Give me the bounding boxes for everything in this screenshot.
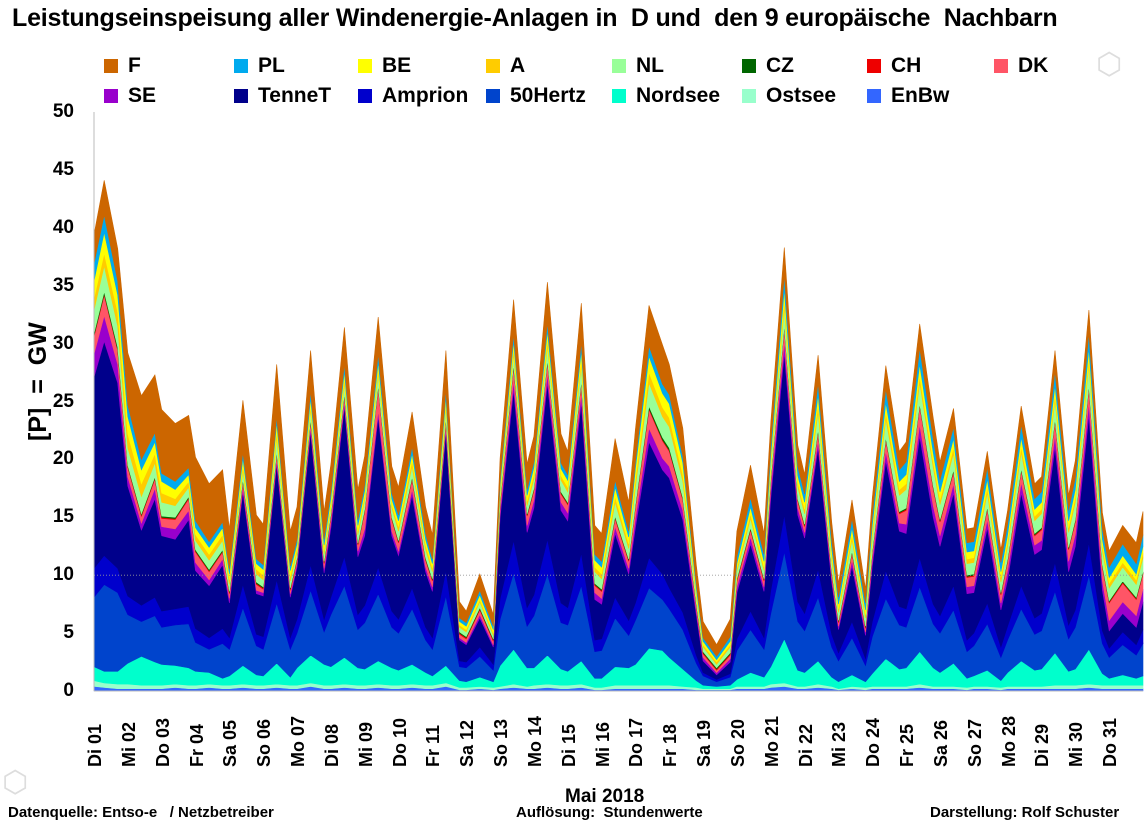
x-tick-label: Di 22 xyxy=(795,723,816,767)
legend-swatch xyxy=(104,59,118,73)
x-tick-label: Do 17 xyxy=(626,717,647,767)
legend-label: NL xyxy=(636,54,664,77)
x-tick-label: Do 03 xyxy=(152,717,173,767)
legend-item: NL xyxy=(612,54,664,77)
y-tick-label: 50 xyxy=(52,101,74,122)
legend-item: BE xyxy=(358,54,412,77)
legend-swatch xyxy=(994,59,1008,73)
legend-item: A xyxy=(486,54,526,77)
legend-label: A xyxy=(510,54,526,77)
x-tick-label: Sa 26 xyxy=(930,719,951,767)
legend-label: Amprion xyxy=(382,84,469,107)
x-tick-label: Fr 04 xyxy=(186,723,207,767)
legend-item: Ostsee xyxy=(742,84,837,107)
legend-label: Nordsee xyxy=(636,84,721,107)
y-tick-label: 30 xyxy=(52,332,74,354)
x-tick-label: So 13 xyxy=(491,718,512,767)
x-tick-label: So 06 xyxy=(254,718,275,767)
legend-swatch xyxy=(234,59,248,73)
footer-resolution: Auflösung: Stundenwerte xyxy=(516,804,703,821)
hexagon-icon: ⬡ xyxy=(2,766,29,799)
legend-label: CZ xyxy=(766,54,794,77)
legend-swatch xyxy=(867,89,881,103)
legend-item: F xyxy=(104,54,141,77)
legend-label: EnBw xyxy=(891,84,950,107)
x-tick-label: Sa 05 xyxy=(220,719,241,767)
x-tick-label: Mo 21 xyxy=(761,715,782,767)
legend-label: 50Hertz xyxy=(510,84,586,107)
legend-item: SE xyxy=(104,84,157,107)
legend-item: 50Hertz xyxy=(486,84,586,107)
legend-label: PL xyxy=(258,54,285,77)
series-area xyxy=(93,180,1144,657)
legend-item: CZ xyxy=(742,54,794,77)
x-tick-label: Sa 19 xyxy=(694,719,715,767)
legend-swatch xyxy=(612,59,626,73)
x-tick-label: Mi 30 xyxy=(1066,721,1087,767)
y-tick-label: 0 xyxy=(63,680,74,701)
y-tick-label: 25 xyxy=(52,390,74,412)
legend-label: BE xyxy=(382,54,412,77)
y-tick-label: 5 xyxy=(63,622,74,644)
x-tick-label: Fr 11 xyxy=(423,724,444,767)
legend-label: TenneT xyxy=(258,84,332,107)
legend-swatch xyxy=(742,89,756,103)
hexagon-icon: ⬡ xyxy=(1096,48,1123,81)
x-tick-label: Mi 09 xyxy=(355,721,376,767)
legend-item: EnBw xyxy=(867,84,950,107)
x-tick-label: Mi 02 xyxy=(118,721,139,767)
legend-item: Amprion xyxy=(358,84,469,107)
legend-swatch xyxy=(234,89,248,103)
y-tick-label: 20 xyxy=(52,448,74,470)
y-tick-label: 35 xyxy=(52,274,74,296)
x-tick-label: Sa 12 xyxy=(457,719,478,767)
footer-credit: Darstellung: Rolf Schuster xyxy=(930,804,1120,821)
x-tick-label: Do 10 xyxy=(389,717,410,767)
x-tick-label: Di 29 xyxy=(1032,723,1053,767)
legend-label: DK xyxy=(1018,54,1049,77)
y-tick-label: 10 xyxy=(52,564,74,586)
x-tick-label: Do 31 xyxy=(1100,717,1121,767)
legend-label: CH xyxy=(891,54,922,77)
x-tick-label: So 27 xyxy=(964,718,985,767)
chart-title: Leistungseinspeisung aller Windenergie-A… xyxy=(12,4,1058,32)
y-tick-label: 45 xyxy=(52,158,74,180)
y-tick-label: 15 xyxy=(52,506,74,528)
x-tick-label: Di 15 xyxy=(558,723,579,767)
y-tick-label: 40 xyxy=(52,216,74,238)
legend-swatch xyxy=(612,89,626,103)
x-tick-label: Mi 16 xyxy=(592,721,613,767)
x-tick-label: Fr 18 xyxy=(660,723,681,767)
footer-source: Datenquelle: Entso-e / Netzbetreiber xyxy=(8,804,274,821)
legend-item: TenneT xyxy=(234,84,332,107)
legend: F PL BE A NL CZ CH DK SE TenneT Amprion 50Hertz Nord… xyxy=(0,0,1146,110)
x-tick-label: Do 24 xyxy=(863,717,884,767)
x-axis-label: Mai 2018 xyxy=(565,786,645,807)
x-tick-label: So 20 xyxy=(727,718,748,767)
x-tick-label: Mo 28 xyxy=(998,715,1019,767)
legend-swatch xyxy=(486,59,500,73)
legend-swatch xyxy=(358,89,372,103)
legend-item: CH xyxy=(867,54,922,77)
legend-swatch xyxy=(358,59,372,73)
x-tick-label: Mi 23 xyxy=(829,721,850,767)
legend-item: Nordsee xyxy=(612,84,721,107)
legend-label: Ostsee xyxy=(766,84,837,107)
legend-label: SE xyxy=(128,84,157,107)
x-tick-label: Mo 07 xyxy=(288,715,309,767)
legend-swatch xyxy=(742,59,756,73)
legend-item: PL xyxy=(234,54,285,77)
x-tick-label: Mo 14 xyxy=(524,715,545,767)
legend-item: DK xyxy=(994,54,1049,77)
x-tick-label: Di 01 xyxy=(85,723,105,767)
x-tick-label: Di 08 xyxy=(321,723,342,767)
legend-swatch xyxy=(104,89,118,103)
x-tick-label: Fr 25 xyxy=(897,723,918,767)
legend-swatch xyxy=(486,89,500,103)
legend-label: F xyxy=(128,54,141,77)
legend-swatch xyxy=(867,59,881,73)
